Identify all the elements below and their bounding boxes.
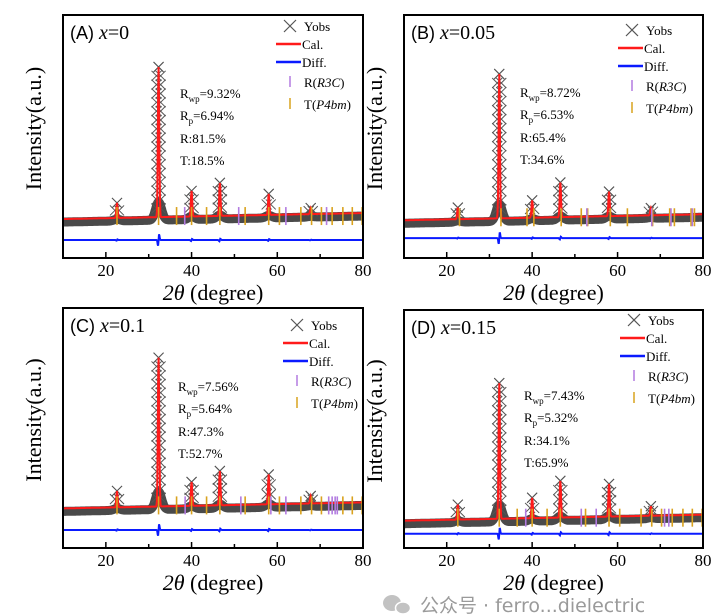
- stat-rwp: Rwp=9.32%: [180, 86, 241, 104]
- legend-r-phase: R(R3C): [311, 374, 351, 389]
- legend-r-phase: R(R3C): [646, 79, 686, 94]
- legend-yobs-marker: [627, 313, 641, 327]
- x-tick-label: 60: [269, 261, 286, 280]
- stat-rp: Rp=6.53%: [520, 107, 574, 125]
- panel-title: (C) x=0.1: [70, 315, 145, 337]
- legend-cal: Cal.: [302, 37, 323, 52]
- stat-rp: Rp=5.32%: [524, 410, 578, 428]
- cal-line: [404, 383, 703, 522]
- cal-line: [63, 357, 363, 510]
- stat-rp: Rp=5.64%: [178, 401, 232, 419]
- x-axis-label: 2θ (degree): [163, 280, 264, 305]
- x-tick-label: 40: [524, 261, 541, 280]
- yobs-band: [58, 197, 368, 227]
- x-axis-label: 2θ (degree): [163, 570, 264, 595]
- panel-title: (B) x=0.05: [411, 22, 495, 44]
- watermark: 公众号 · ferro...dielectric: [420, 595, 645, 615]
- x-tick-label: 40: [183, 551, 200, 570]
- stat-r-fraction: R:65.4%: [520, 130, 566, 145]
- wechat-icon: [383, 595, 412, 615]
- panel-title: (A) x=0: [70, 22, 129, 44]
- panel-a: 20 40 60 80 2θ (degree) Intensity(a.u.) (A) x=…: [21, 14, 372, 305]
- diff-line: [404, 232, 703, 245]
- yobs-point: [151, 361, 162, 372]
- x-tick-label: 60: [269, 551, 286, 570]
- legend-t-phase: T(P4bm): [646, 101, 693, 116]
- y-axis-label: Intensity(a.u.): [21, 358, 46, 481]
- yobs-point: [495, 386, 507, 398]
- legend-cal: Cal.: [646, 331, 667, 346]
- legend-yobs-marker: [290, 318, 304, 332]
- stat-t-fraction: T:34.6%: [520, 152, 565, 167]
- x-tick-label: 80: [695, 261, 712, 280]
- stat-rwp: Rwp=8.72%: [520, 85, 581, 103]
- legend-r-phase: R(R3C): [648, 369, 688, 384]
- legend-yobs-marker: [625, 23, 639, 37]
- panel-title: (D) x=0.15: [411, 317, 496, 339]
- legend-diff: Diff.: [309, 354, 334, 369]
- x-tick-label: 80: [355, 261, 372, 280]
- yobs-point: [491, 77, 503, 89]
- yobs-point: [495, 77, 507, 89]
- stat-r-fraction: R:47.3%: [178, 424, 224, 439]
- legend-yobs: Yobs: [311, 318, 337, 333]
- x-tick-label: 20: [438, 551, 455, 570]
- x-tick-label: 80: [695, 551, 712, 570]
- legend-diff: Diff.: [302, 55, 327, 70]
- plot-frame: [62, 307, 364, 549]
- y-axis-label: Intensity(a.u.): [362, 359, 387, 482]
- x-tick-label: 20: [97, 261, 114, 280]
- stat-t-fraction: T:52.7%: [178, 446, 223, 461]
- stat-t-fraction: T:18.5%: [180, 153, 225, 168]
- legend-t-phase: T(P4bm): [648, 391, 695, 406]
- yobs-point: [155, 70, 166, 82]
- yobs-band: [399, 501, 708, 529]
- yobs-point: [153, 61, 164, 73]
- x-tick-label: 40: [524, 551, 541, 570]
- x-tick-label: 20: [438, 261, 455, 280]
- x-tick-label: 60: [609, 261, 626, 280]
- x-axis-label: 2θ (degree): [503, 280, 604, 305]
- legend-t-phase: T(P4bm): [304, 97, 351, 112]
- legend-r-phase: R(R3C): [304, 75, 344, 90]
- stat-r-fraction: R:81.5%: [180, 131, 226, 146]
- panel-b: 20 40 60 80 2θ (degree) Intensity(a.u.) (B) x=…: [362, 14, 712, 305]
- plot-frame: [403, 14, 704, 259]
- x-tick-label: 60: [609, 551, 626, 570]
- yobs-point: [491, 386, 503, 398]
- x-axis-label: 2θ (degree): [503, 570, 604, 595]
- legend-yobs: Yobs: [304, 19, 330, 34]
- legend-yobs: Yobs: [646, 23, 672, 38]
- legend-yobs-marker: [283, 19, 297, 33]
- legend-yobs: Yobs: [648, 313, 674, 328]
- yobs-point: [155, 361, 166, 372]
- y-axis-label: Intensity(a.u.): [362, 67, 387, 190]
- stat-rp: Rp=6.94%: [180, 108, 234, 126]
- diff-line: [63, 523, 363, 537]
- legend-diff: Diff.: [646, 349, 671, 364]
- legend-diff: Diff.: [644, 59, 669, 74]
- diff-line: [404, 527, 703, 540]
- diff-line: [63, 233, 363, 247]
- legend-cal: Cal.: [644, 41, 665, 56]
- y-axis-label: Intensity(a.u.): [21, 67, 46, 190]
- x-tick-label: 80: [355, 551, 372, 570]
- legend-cal: Cal.: [309, 336, 330, 351]
- stat-rwp: Rwp=7.43%: [524, 388, 585, 406]
- stat-rwp: Rwp=7.56%: [178, 379, 239, 397]
- stat-r-fraction: R:34.1%: [524, 433, 570, 448]
- yobs-band: [58, 487, 368, 516]
- x-tick-label: 40: [183, 261, 200, 280]
- panel-d: 20 40 60 80 2θ (degree) Intensity(a.u.) (D) x=…: [362, 309, 712, 595]
- yobs-point: [151, 70, 162, 82]
- panel-c: 20 40 60 80 2θ (degree) Intensity(a.u.) (C) x=…: [21, 307, 372, 595]
- plot-frame: [62, 14, 364, 259]
- cal-line: [63, 66, 364, 220]
- x-tick-label: 20: [97, 551, 114, 570]
- legend-t-phase: T(P4bm): [311, 396, 358, 411]
- plot-frame: [403, 309, 704, 549]
- stat-t-fraction: T:65.9%: [524, 455, 569, 470]
